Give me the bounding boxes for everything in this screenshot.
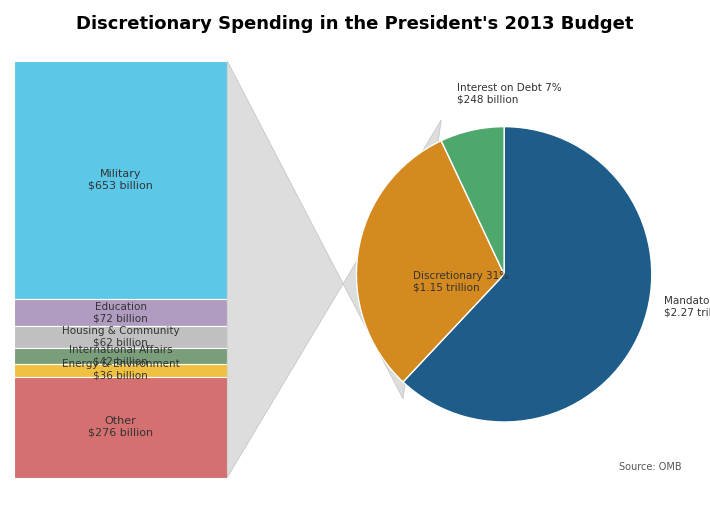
- Text: Discretionary Spending in the President's 2013 Budget: Discretionary Spending in the President'…: [76, 15, 634, 33]
- Text: Interest on Debt 7%
$248 billion: Interest on Debt 7% $248 billion: [457, 83, 562, 105]
- Text: Other
$276 billion: Other $276 billion: [88, 417, 153, 438]
- Text: Education
$72 billion: Education $72 billion: [93, 302, 148, 323]
- Text: Discretionary 31%
$1.15 trillion: Discretionary 31% $1.15 trillion: [413, 271, 508, 293]
- Text: Mandatory 62%
$2.27 trillion: Mandatory 62% $2.27 trillion: [664, 296, 710, 318]
- Text: Source: OMB: Source: OMB: [619, 462, 682, 472]
- Wedge shape: [441, 126, 504, 274]
- Bar: [14, 377, 227, 478]
- Bar: [14, 61, 227, 299]
- Wedge shape: [356, 141, 504, 382]
- Text: International Affairs
$42 billion: International Affairs $42 billion: [69, 345, 173, 367]
- Wedge shape: [403, 126, 652, 422]
- Text: Military
$653 billion: Military $653 billion: [88, 169, 153, 191]
- Bar: [14, 348, 227, 364]
- Bar: [14, 299, 227, 326]
- Text: Energy & Environment
$36 billion: Energy & Environment $36 billion: [62, 359, 180, 381]
- Bar: [14, 326, 227, 348]
- Bar: [14, 364, 227, 377]
- Text: Housing & Community
$62 billion: Housing & Community $62 billion: [62, 326, 180, 348]
